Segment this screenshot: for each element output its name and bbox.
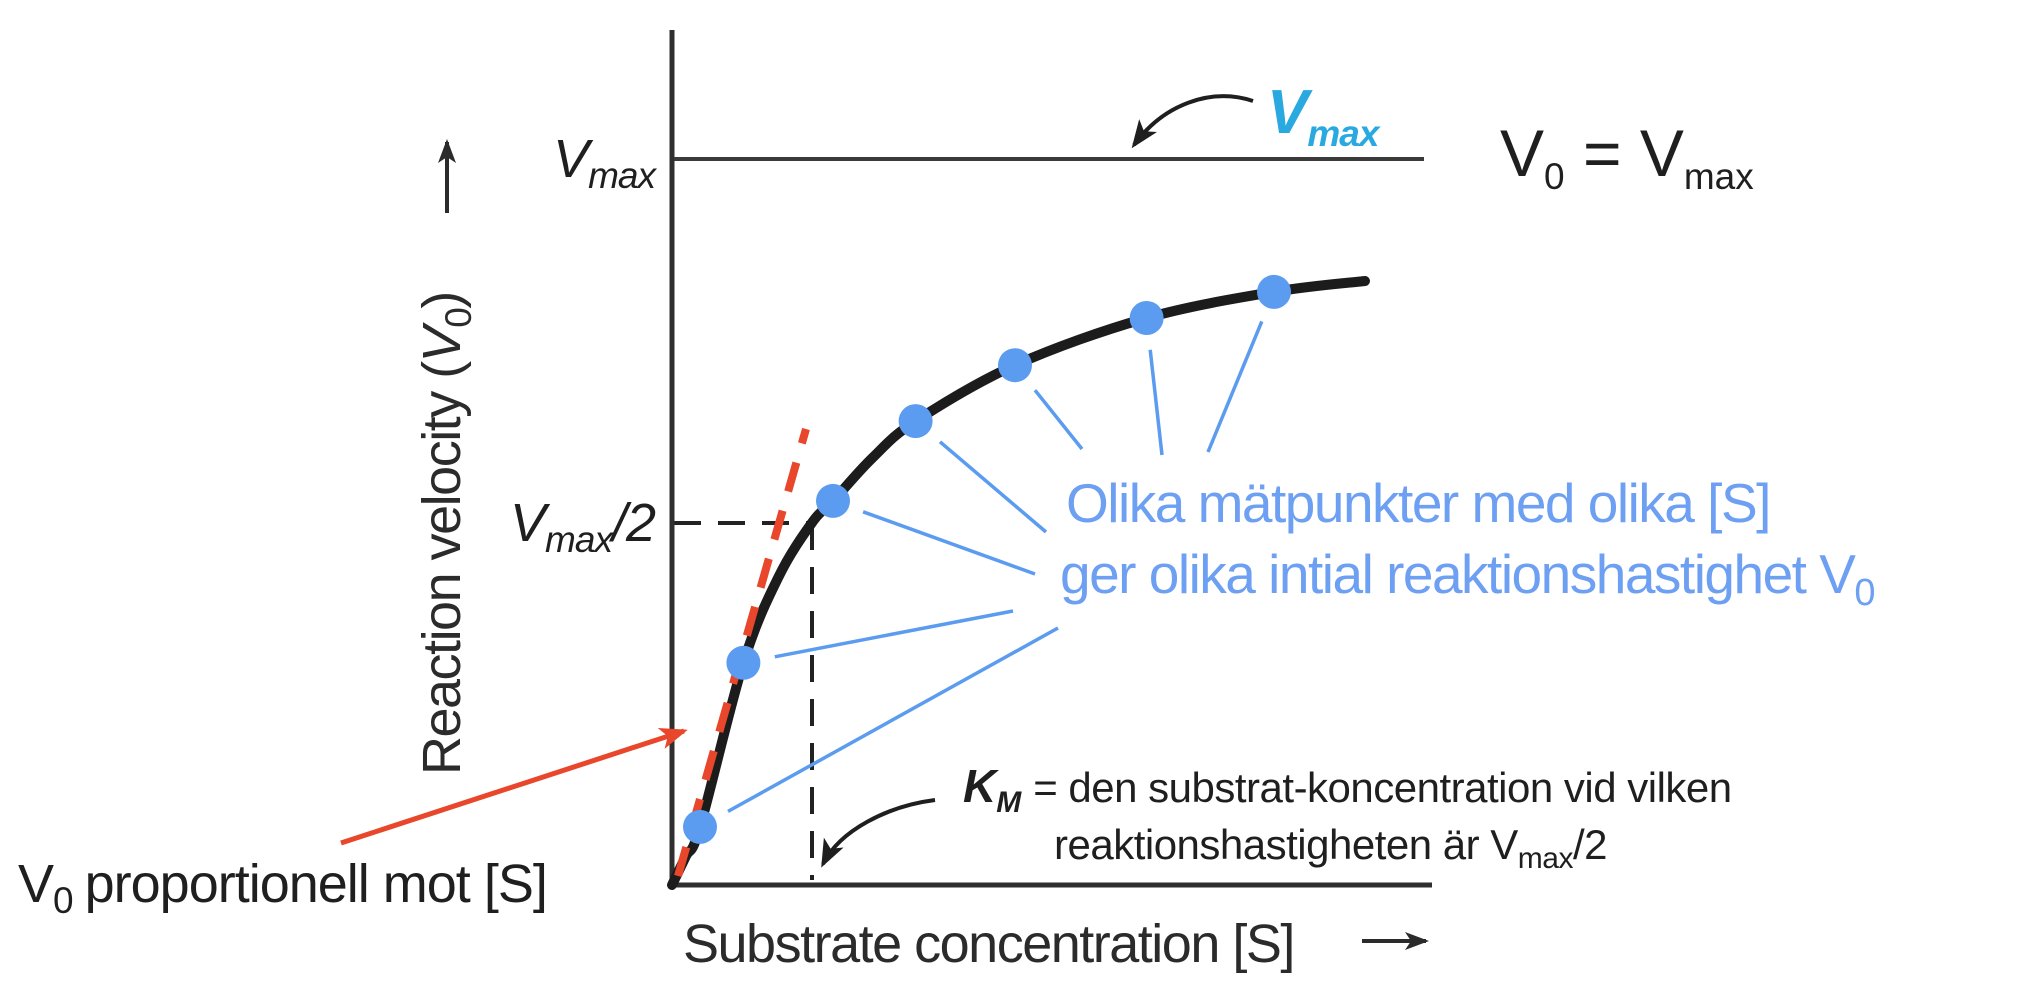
connector-line <box>1206 320 1264 453</box>
proportional-callout-arrow <box>340 727 688 846</box>
data-point <box>1129 301 1164 335</box>
data-point <box>683 809 717 844</box>
data-point <box>816 483 850 518</box>
km-note-line1: KM = den substrat-koncentration vid vilke… <box>963 760 1732 819</box>
data-point <box>1257 274 1291 309</box>
vmax-tick-label: Vmax <box>553 129 657 196</box>
datapoint-connector-lines <box>727 320 1264 813</box>
half-vmax-tick-label: Vmax/2 <box>510 493 656 560</box>
connector-line <box>1033 389 1084 451</box>
measure-note-line2: ger olika intial reaktionshastighet V0 <box>1060 543 1874 614</box>
km-callout-arrow <box>821 798 936 868</box>
connector-line <box>727 626 1059 813</box>
measurement-points <box>683 274 1291 844</box>
vmax-callout-label: Vmax <box>1267 78 1381 154</box>
connector-line <box>774 609 1014 659</box>
measure-note-line1: Olika mätpunkter med olika [S] <box>1066 472 1770 534</box>
y-axis-title: Reaction velocity (V0) <box>412 292 479 775</box>
data-point <box>898 404 933 439</box>
proportional-note-label: V0 proportionell mot [S] <box>18 854 547 921</box>
vmax-callout-arrow <box>1131 94 1254 149</box>
connector-line <box>862 510 1036 576</box>
km-note-line2: reaktionshastigheten är Vmax/2 <box>1054 821 1607 875</box>
x-axis-title: Substrate concentration [S] <box>683 914 1294 974</box>
connector-line <box>1148 349 1164 456</box>
data-point <box>998 348 1032 383</box>
data-point <box>726 645 761 680</box>
v0-equals-vmax-label: V0 = Vmax <box>1500 116 1754 197</box>
connector-line <box>938 440 1048 534</box>
initial-rate-tangent-dashed <box>674 427 810 878</box>
